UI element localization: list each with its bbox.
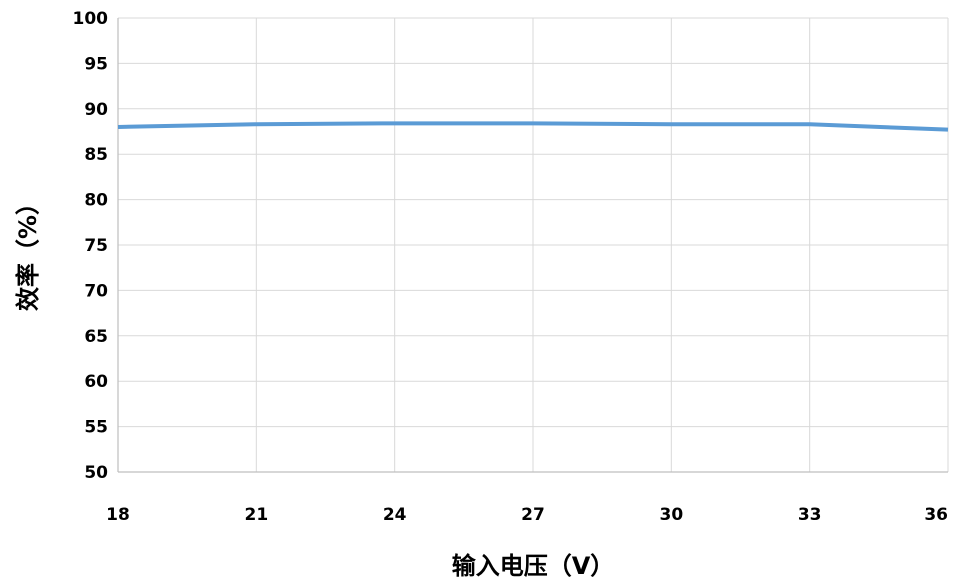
y-tick-label: 80 xyxy=(84,191,108,211)
y-tick-label: 90 xyxy=(84,100,108,120)
x-tick-label: 36 xyxy=(924,505,948,525)
x-axis-title: 输入电压（V） xyxy=(452,552,615,580)
y-tick-label: 95 xyxy=(84,54,108,74)
y-tick-label: 70 xyxy=(84,281,108,301)
y-tick-label: 50 xyxy=(84,463,108,483)
x-tick-label: 30 xyxy=(659,505,683,525)
x-tick-label: 24 xyxy=(383,505,407,525)
axes xyxy=(117,18,948,473)
x-tick-label: 21 xyxy=(244,505,268,525)
y-tick-label: 75 xyxy=(84,236,108,256)
x-tick-label: 27 xyxy=(521,505,545,525)
x-tick-label: 33 xyxy=(798,505,822,525)
y-tick-label: 65 xyxy=(84,327,108,347)
y-tick-label: 55 xyxy=(84,418,108,438)
series-layer xyxy=(117,121,949,132)
efficiency-series-line xyxy=(117,121,949,132)
x-tick-label: 18 xyxy=(106,505,130,525)
y-axis-tick-labels: 50 55 60 65 70 75 80 85 90 95 100 xyxy=(73,9,109,483)
gridlines xyxy=(117,17,949,473)
x-axis-tick-labels: 18 21 24 27 30 33 36 xyxy=(106,505,948,525)
y-tick-label: 100 xyxy=(73,9,109,29)
y-tick-label: 60 xyxy=(84,372,108,392)
y-tick-label: 85 xyxy=(84,145,108,165)
y-axis-title: 效率（%） xyxy=(14,191,42,311)
